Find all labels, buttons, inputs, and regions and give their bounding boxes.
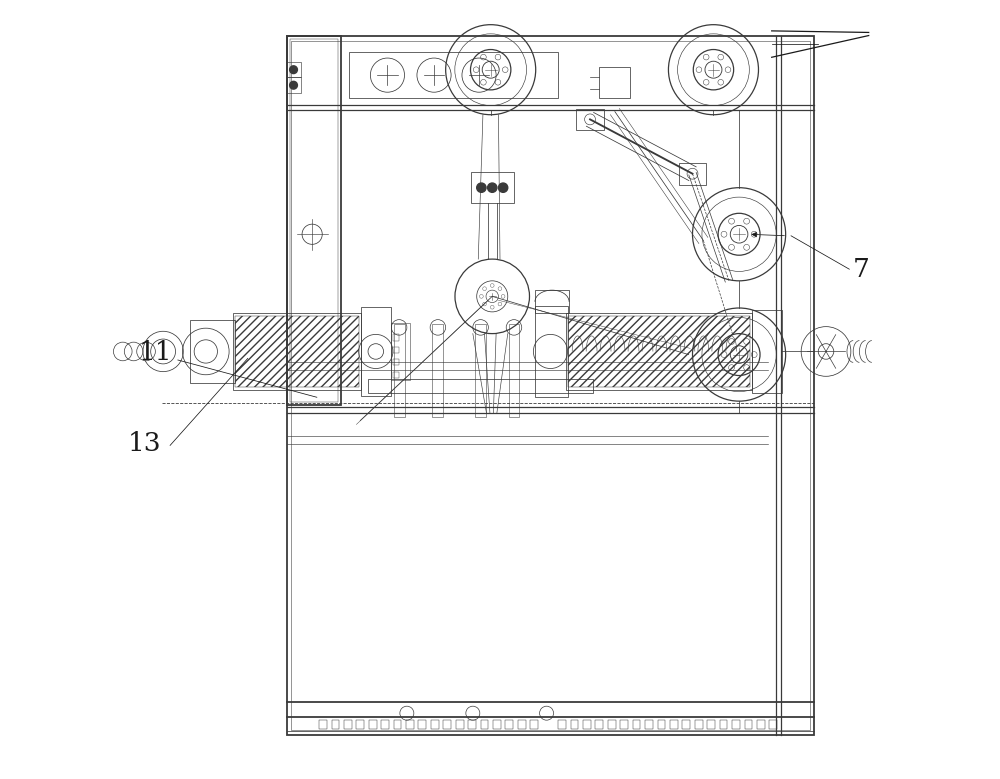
Circle shape — [290, 81, 297, 89]
Bar — [368, 379, 593, 393]
Bar — [481, 720, 488, 729]
Bar — [286, 62, 301, 77]
Bar — [475, 323, 486, 417]
Bar — [620, 720, 628, 729]
Circle shape — [488, 183, 497, 192]
Bar — [745, 720, 752, 729]
Bar — [535, 305, 568, 397]
Bar — [571, 720, 578, 729]
Bar — [344, 720, 352, 729]
Bar — [695, 720, 703, 729]
Bar — [290, 40, 338, 402]
Bar — [505, 720, 513, 729]
Bar — [287, 37, 814, 735]
Bar — [233, 313, 361, 390]
Bar — [558, 720, 566, 729]
Bar — [418, 720, 426, 729]
Bar — [393, 372, 399, 378]
Bar — [566, 313, 752, 390]
Text: 11: 11 — [139, 340, 173, 365]
Bar — [599, 67, 630, 98]
Bar — [576, 108, 604, 130]
Bar — [369, 720, 377, 729]
Bar — [645, 720, 653, 729]
Bar — [332, 720, 339, 729]
Bar — [291, 41, 810, 730]
Bar — [286, 77, 301, 93]
Bar — [391, 323, 410, 380]
Bar — [190, 319, 235, 383]
Bar — [732, 720, 740, 729]
Bar — [530, 720, 538, 729]
Bar — [468, 720, 476, 729]
Bar — [406, 720, 414, 729]
Bar — [679, 163, 706, 185]
Bar — [752, 309, 782, 393]
Bar — [393, 347, 399, 353]
Bar — [608, 720, 616, 729]
Bar — [493, 720, 501, 729]
Bar — [381, 720, 389, 729]
Bar — [456, 720, 464, 729]
Circle shape — [498, 183, 508, 192]
Text: 13: 13 — [127, 432, 161, 456]
Bar — [356, 720, 364, 729]
Bar — [757, 720, 765, 729]
Bar — [670, 720, 678, 729]
Bar — [393, 359, 399, 365]
Bar — [287, 37, 341, 405]
Bar — [583, 720, 591, 729]
Bar — [568, 315, 750, 387]
Bar — [509, 323, 519, 417]
Circle shape — [290, 65, 297, 73]
Circle shape — [477, 183, 486, 192]
Bar — [518, 720, 526, 729]
Bar — [431, 720, 439, 729]
Bar — [471, 172, 514, 203]
Bar — [769, 720, 777, 729]
Bar — [394, 323, 405, 417]
Bar — [349, 52, 558, 98]
Bar — [319, 720, 327, 729]
Bar — [682, 720, 690, 729]
Bar — [720, 720, 727, 729]
Bar — [361, 307, 391, 396]
Bar — [443, 720, 451, 729]
Bar — [707, 720, 715, 729]
Bar — [595, 720, 603, 729]
Bar — [394, 720, 401, 729]
Bar — [393, 334, 399, 340]
Bar — [633, 720, 640, 729]
Bar — [658, 720, 665, 729]
Bar — [235, 315, 359, 387]
Bar — [535, 290, 569, 313]
Bar — [432, 323, 443, 417]
Text: 7: 7 — [853, 257, 870, 282]
